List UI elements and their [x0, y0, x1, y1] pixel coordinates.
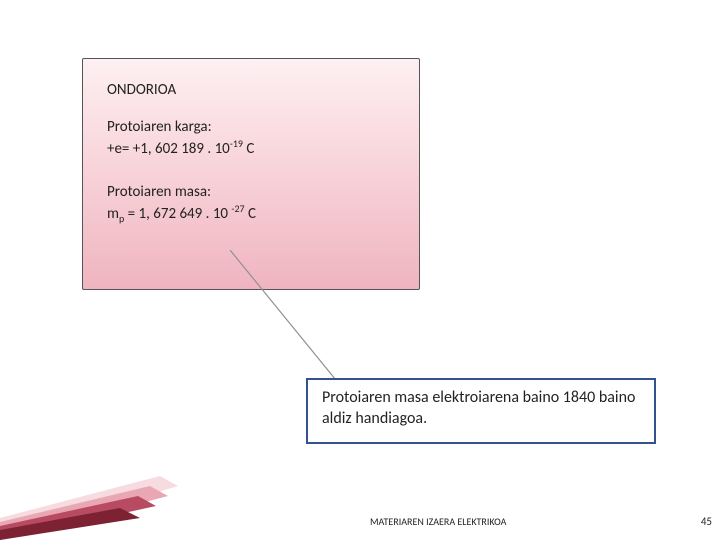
page-number: 45 [701, 515, 712, 528]
mass-prefix: m [107, 205, 119, 223]
corner-decoration [0, 468, 178, 540]
mass-exponent: -27 [231, 202, 244, 215]
mass-unit: C [245, 205, 256, 223]
comparison-box: Protoiaren masa elektroiarena baino 1840… [306, 378, 656, 444]
charge-exponent: -19 [230, 137, 243, 150]
charge-prefix: +e= +1, 602 189 . 10 [107, 140, 230, 158]
box-title: ONDORIOA [107, 81, 399, 99]
comparison-text: Protoiaren masa elektroiarena baino 1840… [322, 388, 642, 430]
charge-label: Protoiaren karga: [107, 117, 399, 137]
mass-block: Protoiaren masa: mp = 1, 672 649 . 10 -2… [107, 182, 399, 226]
charge-expression: +e= +1, 602 189 . 10-19 C [107, 137, 399, 159]
charge-block: Protoiaren karga: +e= +1, 602 189 . 10-1… [107, 117, 399, 160]
charge-unit: C [243, 140, 254, 158]
mass-label: Protoiaren masa: [107, 182, 399, 202]
conclusion-box: ONDORIOA Protoiaren karga: +e= +1, 602 1… [82, 58, 420, 290]
mass-middle: = 1, 672 649 . 10 [124, 205, 231, 223]
mass-expression: mp = 1, 672 649 . 10 -27 C [107, 202, 399, 226]
footer-text: MATERIAREN IZAERA ELEKTRIKOA [370, 515, 506, 528]
